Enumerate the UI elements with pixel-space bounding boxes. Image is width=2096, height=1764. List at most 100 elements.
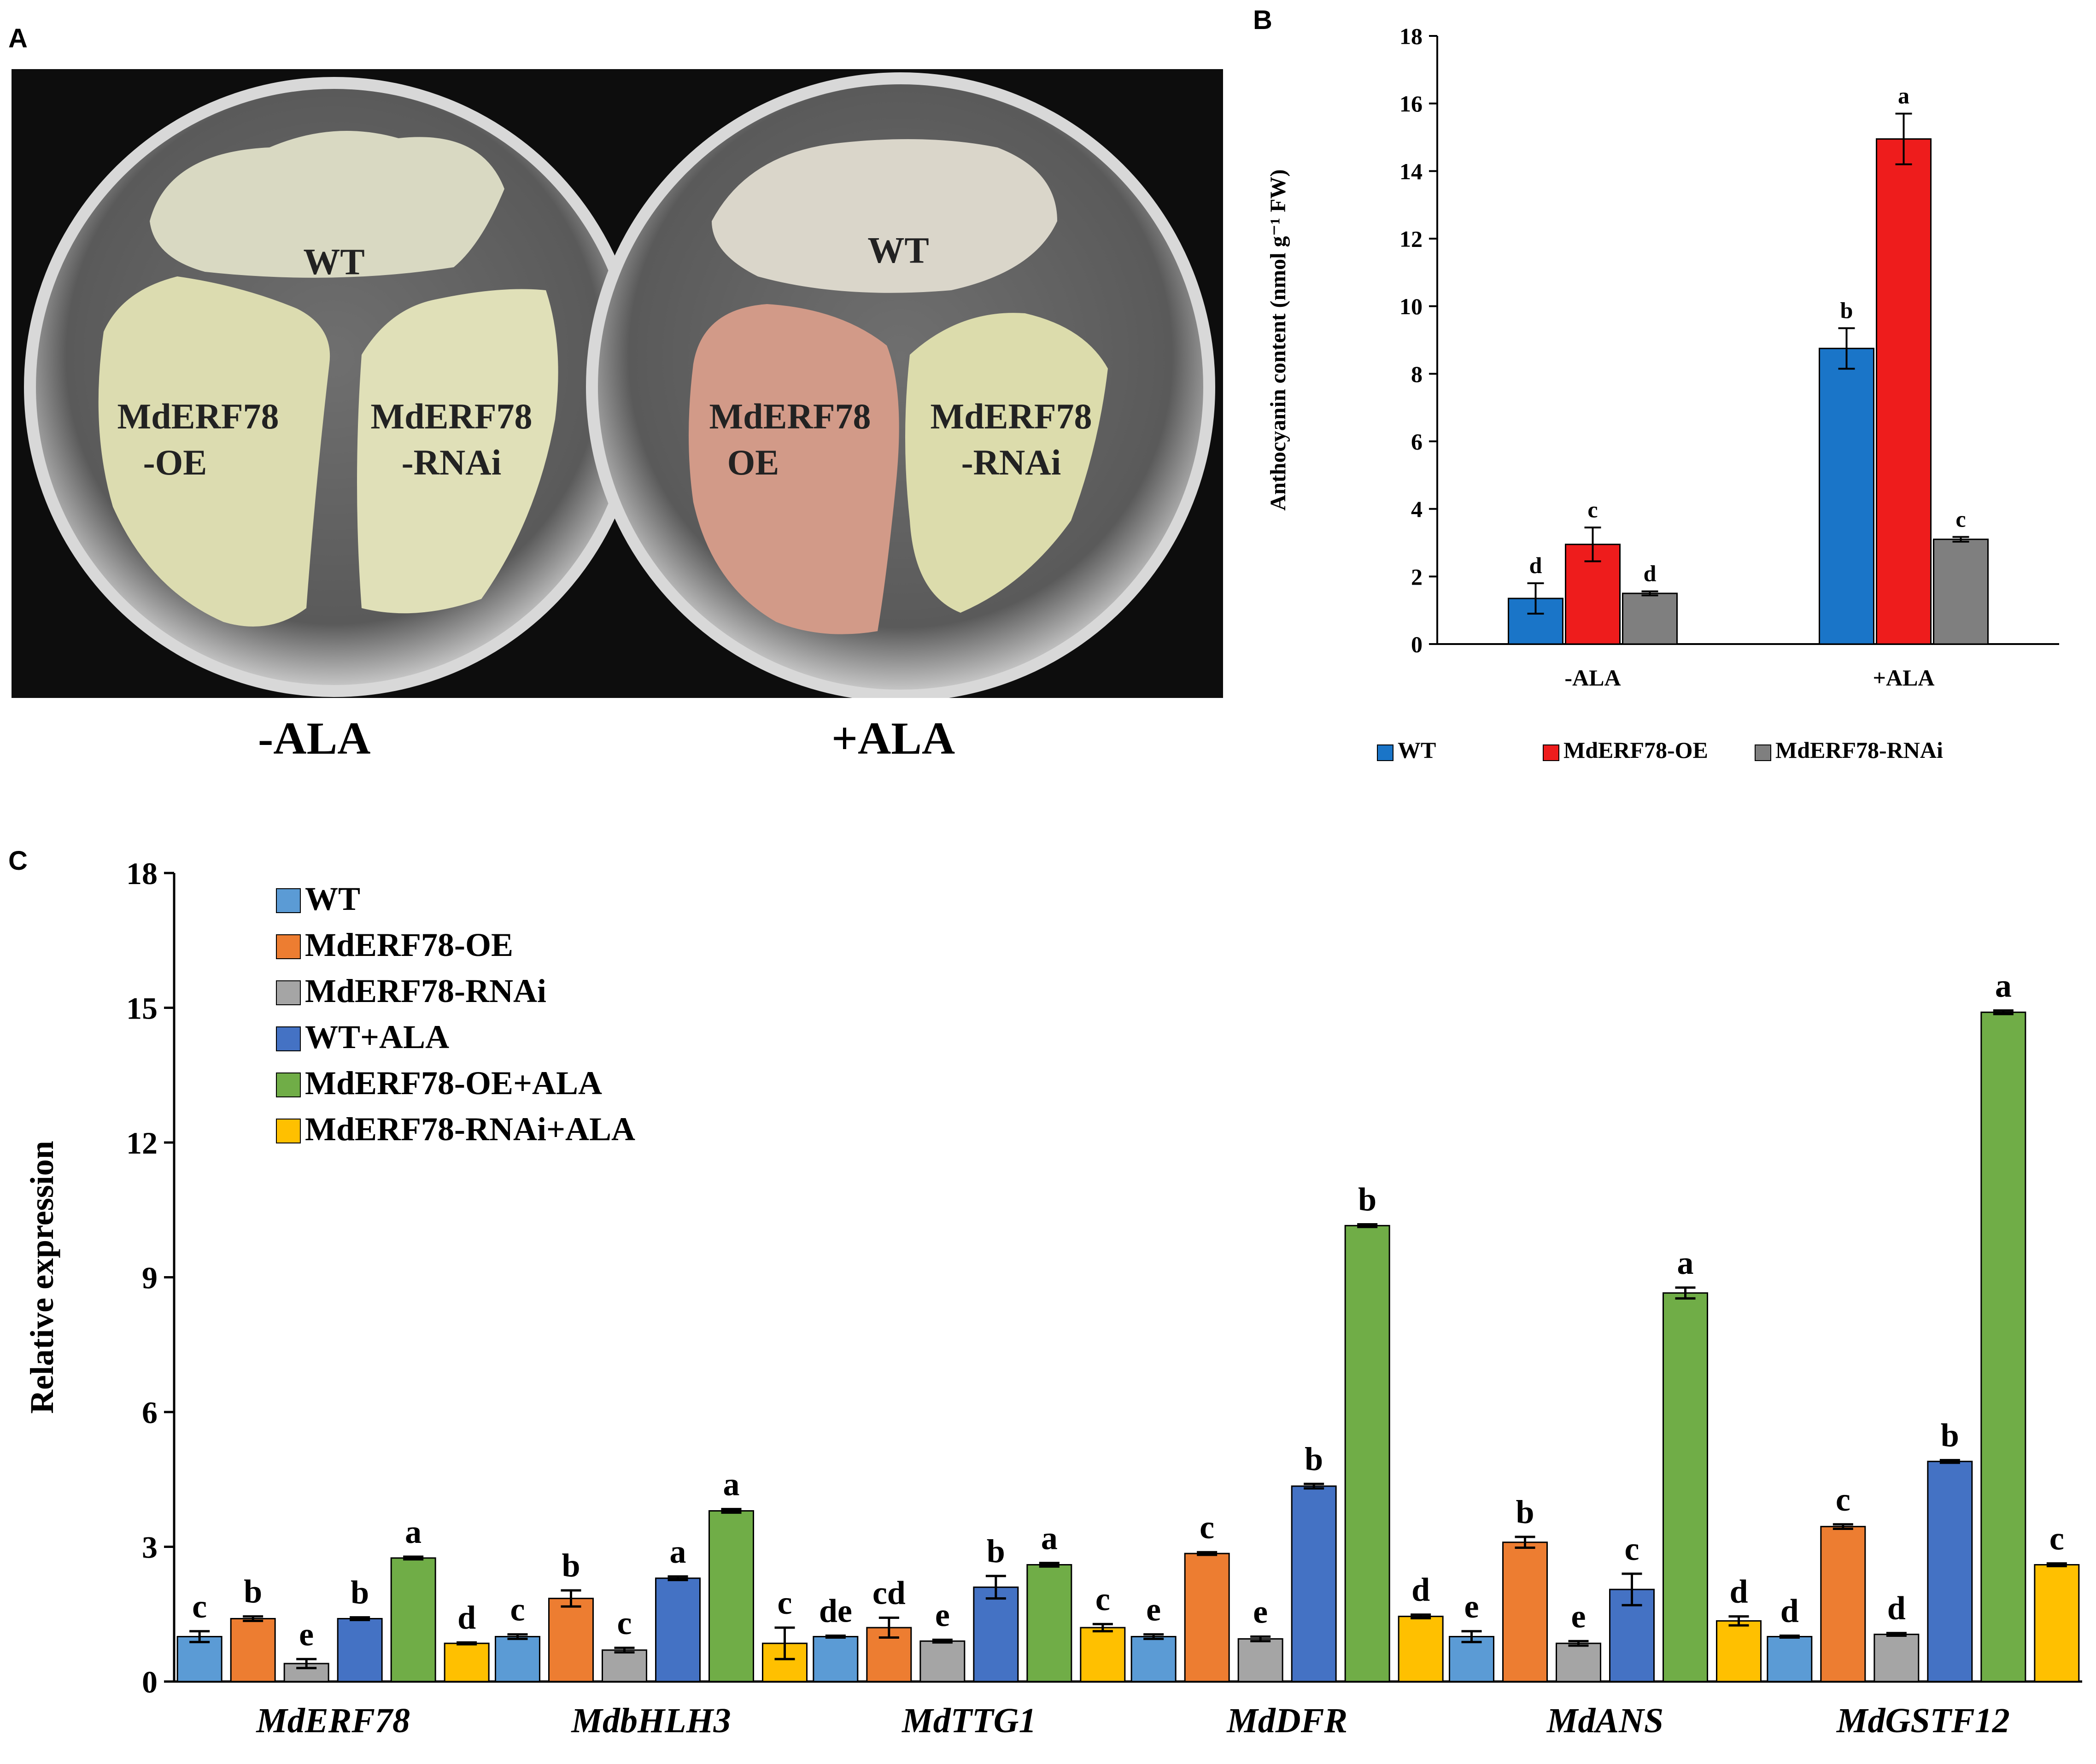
significance-letter: b [1305,1441,1323,1477]
left-oe-label-1: MdERF78 [117,396,279,436]
legend-swatch [276,934,301,959]
significance-letter: c [1200,1509,1214,1546]
bar [1767,1636,1813,1682]
significance-letter: a [1677,1244,1694,1281]
panel-a-letter: A [8,23,28,53]
significance-letter: a [670,1533,686,1570]
significance-letter: b [562,1547,580,1584]
y-tick-label: 6 [1411,429,1423,455]
significance-letter: d [1411,1571,1430,1608]
significance-letter: c [778,1584,792,1621]
bar [444,1642,490,1682]
y-tick-label: 18 [1399,23,1423,49]
significance-letter: d [1729,1573,1748,1610]
y-tick-label: 8 [1411,361,1423,387]
legend-swatch [276,1072,301,1097]
significance-letter: a [1995,967,2012,1004]
significance-letter: b [1941,1417,1959,1453]
legend-swatch [276,1119,301,1143]
bar [1026,1564,1072,1682]
left-rnai-callus [357,289,558,614]
bar [1449,1636,1494,1682]
right-oe-callus [689,304,899,634]
y-tick-label: 9 [142,1260,158,1295]
x-category-label: MdANS [1546,1701,1663,1740]
left-wt-label: WT [303,242,364,282]
callus-photo: WT MdERF78 -OE MdERF78 -RNAi WT MdERF78 … [12,69,1223,698]
significance-letter: c [1836,1481,1850,1518]
significance-letter: c [1955,506,1966,532]
significance-letter: c [2049,1520,2064,1557]
bar [1933,539,1989,645]
left-rnai-label-2: -RNAi [402,442,502,482]
right-rnai-callus [905,313,1108,613]
bar [548,1598,594,1682]
legend-label: MdERF78-OE+ALA [305,1065,602,1102]
significance-letter: e [1146,1591,1161,1628]
bar [1130,1636,1177,1682]
y-tick-label: 0 [1411,632,1423,657]
significance-letter: a [1041,1520,1058,1557]
x-category-label: MdGSTF12 [1836,1701,2010,1740]
significance-letter: b [351,1574,369,1611]
significance-letter: e [1571,1598,1586,1635]
y-tick-label: 15 [126,990,158,1026]
significance-letter: e [1464,1588,1479,1625]
significance-letter: c [1625,1530,1639,1567]
x-category-label: MdTTG1 [902,1701,1036,1740]
legend-swatch [1755,744,1771,761]
significance-letter: b [1840,297,1853,323]
significance-letter: c [192,1588,207,1625]
bar [1291,1485,1337,1682]
y-tick-label: 3 [142,1530,158,1565]
legend-label: MdERF78-OE [305,926,513,963]
significance-letter: a [723,1466,740,1503]
y-tick-label: 12 [126,1125,158,1160]
caption-plus-ala: +ALA [831,713,955,764]
significance-letter: a [405,1513,422,1550]
bar [602,1649,647,1682]
y-tick-label: 2 [1411,564,1423,590]
x-category-label: MdERF78 [256,1701,410,1740]
bar [1622,592,1678,645]
significance-letter: c [617,1605,632,1641]
left-oe-callus [98,276,330,627]
bar [1819,347,1874,645]
significance-letter: d [1529,552,1542,578]
bar [655,1577,701,1682]
bar [1556,1642,1601,1682]
bar [1980,1011,2026,1682]
bar [2034,1564,2080,1682]
y-tick-label: 14 [1399,158,1423,184]
bar [973,1586,1019,1682]
legend-label: MdERF78-OE [1563,737,1708,763]
significance-letter: c [510,1591,525,1628]
left-wt-callus [150,131,504,278]
y-tick-label: 18 [126,856,158,891]
bar [495,1636,540,1682]
right-wt-callus [712,139,1057,293]
right-wt-label: WT [867,230,929,271]
significance-letter: e [935,1596,950,1633]
right-rnai-label-2: -RNAi [961,442,1061,482]
legend-label: WT [1398,737,1436,763]
right-oe-label-2: OE [727,442,779,482]
right-oe-label-1: MdERF78 [709,396,871,436]
significance-letter: d [1780,1593,1799,1629]
panel-b-letter: B [1253,5,1272,35]
y-tick-label: 0 [142,1664,158,1700]
significance-letter: d [1887,1590,1906,1627]
x-category-label: +ALA [1873,665,1934,691]
bar [1344,1225,1390,1682]
legend-swatch [276,980,301,1005]
legend-label: MdERF78-RNAi+ALA [305,1111,635,1148]
bar [1398,1616,1444,1682]
left-rnai-label-1: MdERF78 [371,396,533,436]
y-axis-label: Anthocyanin content (nmol g⁻¹ FW) [1266,169,1290,510]
significance-letter: b [1516,1494,1534,1530]
y-tick-label: 12 [1399,226,1423,252]
legend-swatch [276,1026,301,1051]
bar [1820,1526,1866,1682]
legend-label: WT [305,880,360,917]
legend-swatch [1377,744,1393,761]
